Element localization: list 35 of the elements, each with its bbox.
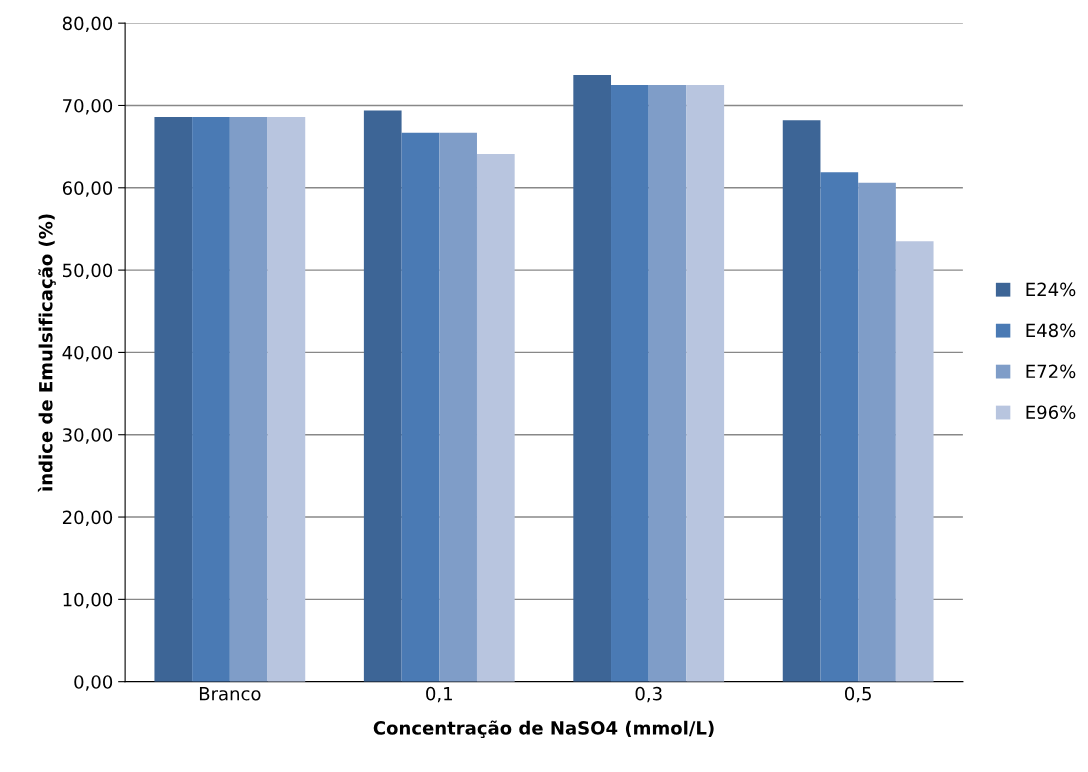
bar: [895, 241, 934, 682]
bar: [439, 132, 477, 682]
bar: [229, 117, 268, 682]
y-tick-label: 10,00: [63, 592, 113, 609]
bar: [782, 120, 821, 682]
bar: [858, 182, 896, 682]
y-tick-label: 70,00: [63, 98, 113, 115]
y-tick-label: 50,00: [63, 263, 113, 280]
bar: [267, 117, 306, 682]
x-tick-label: 0,1: [426, 686, 452, 703]
bar: [686, 84, 725, 682]
x-tick-label: 0,5: [844, 686, 871, 703]
x-tick-label: 0,3: [635, 686, 662, 703]
bar: [154, 117, 193, 682]
y-tick-label: 30,00: [63, 428, 113, 444]
bar: [648, 84, 687, 682]
x-axis-title: Concentração de NaSO4 (mmol/L): [373, 720, 714, 739]
legend-label: E72%: [1026, 364, 1076, 379]
y-tick-label: 20,00: [62, 510, 113, 527]
bar: [401, 132, 440, 682]
bar: [820, 172, 859, 682]
bar: [611, 84, 649, 682]
y-tick-label: 80,00: [62, 16, 113, 33]
bar: [192, 117, 230, 682]
bar: [363, 110, 402, 682]
bar: [573, 75, 612, 682]
legend-label: E48%: [1026, 323, 1076, 338]
y-tick-label: 40,00: [62, 345, 113, 362]
x-tick-label: Branco: [199, 687, 261, 701]
y-tick-label: 0,00: [74, 675, 113, 691]
y-tick-label: 60,00: [62, 181, 113, 197]
legend-label: E96%: [1026, 405, 1076, 420]
y-axis-title: ìndice de Emulsificação (%): [37, 214, 56, 493]
legend-label: E24%: [1026, 282, 1076, 297]
bar: [476, 154, 515, 682]
